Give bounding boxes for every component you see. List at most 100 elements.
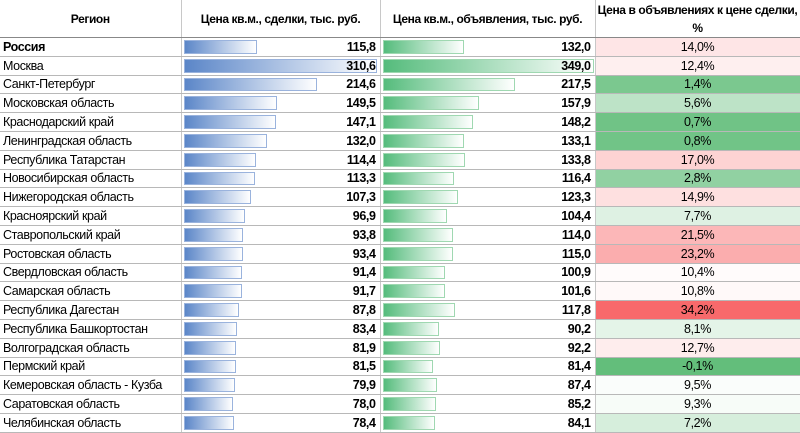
ad-price-cell[interactable]: 116,4 — [380, 169, 596, 189]
ratio-cell[interactable]: 10,4% — [595, 263, 800, 283]
region-cell[interactable]: Москва — [0, 56, 182, 76]
ratio-cell[interactable]: 8,1% — [595, 319, 800, 339]
region-cell[interactable]: Кемеровская область - Кузба — [0, 375, 182, 396]
deal-price-cell[interactable]: 78,4 — [181, 413, 381, 433]
deal-price-cell[interactable]: 81,5 — [181, 357, 381, 377]
ad-price-cell[interactable]: 100,9 — [380, 263, 596, 283]
ad-price-cell[interactable]: 217,5 — [380, 75, 596, 95]
ad-price-cell[interactable]: 84,1 — [380, 413, 596, 433]
ratio-cell[interactable]: 0,7% — [595, 112, 800, 132]
ad-price-cell[interactable]: 133,8 — [380, 150, 596, 170]
ratio-cell[interactable]: 9,5% — [595, 375, 800, 396]
ad-price-cell[interactable]: 157,9 — [380, 93, 596, 114]
deal-price-cell[interactable]: 149,5 — [181, 93, 381, 114]
ratio-cell[interactable]: 7,7% — [595, 206, 800, 226]
deal-price-cell[interactable]: 87,8 — [181, 300, 381, 320]
region-cell[interactable]: Саратовская область — [0, 394, 182, 414]
deal-price-cell[interactable]: 107,3 — [181, 187, 381, 208]
region-cell[interactable]: Волгоградская область — [0, 338, 182, 358]
region-cell[interactable]: Ростовская область — [0, 244, 182, 264]
region-cell[interactable]: Нижегородская область — [0, 187, 182, 208]
region-cell[interactable]: Россия — [0, 37, 182, 57]
ad-price-cell[interactable]: 349,0 — [380, 56, 596, 76]
ratio-cell[interactable]: 10,8% — [595, 281, 800, 302]
ratio-cell[interactable]: 23,2% — [595, 244, 800, 264]
region-cell[interactable]: Новосибирская область — [0, 169, 182, 189]
deal-price-cell[interactable]: 114,4 — [181, 150, 381, 170]
deal-price-value: 149,5 — [346, 96, 376, 111]
deal-price-cell[interactable]: 93,4 — [181, 244, 381, 264]
ad-price-data-bar — [382, 40, 464, 54]
region-cell[interactable]: Ставропольский край — [0, 225, 182, 245]
ad-price-cell[interactable]: 133,1 — [380, 131, 596, 151]
header-ad-price[interactable]: Цена кв.м., объявления, тыс. руб. — [380, 0, 596, 38]
deal-price-cell[interactable]: 96,9 — [181, 206, 381, 226]
ratio-cell[interactable]: 2,8% — [595, 169, 800, 189]
region-cell[interactable]: Республика Башкортостан — [0, 319, 182, 339]
deal-price-cell[interactable]: 91,7 — [181, 281, 381, 302]
ratio-cell[interactable]: -0,1% — [595, 357, 800, 377]
ratio-cell[interactable]: 12,7% — [595, 338, 800, 358]
ratio-cell[interactable]: 14,0% — [595, 37, 800, 57]
deal-price-cell[interactable]: 113,3 — [181, 169, 381, 189]
ad-price-cell[interactable]: 148,2 — [380, 112, 596, 132]
table-row: Саратовская область 78,0 85,2 9,3% — [0, 394, 800, 414]
ad-price-cell[interactable]: 114,0 — [380, 225, 596, 245]
ratio-cell[interactable]: 1,4% — [595, 75, 800, 95]
region-cell[interactable]: Челябинская область — [0, 413, 182, 433]
deal-price-cell[interactable]: 115,8 — [181, 37, 381, 57]
deal-price-cell[interactable]: 132,0 — [181, 131, 381, 151]
ad-price-cell[interactable]: 85,2 — [380, 394, 596, 414]
ratio-cell[interactable]: 17,0% — [595, 150, 800, 170]
deal-price-cell[interactable]: 310,6 — [181, 56, 381, 76]
deal-price-data-bar — [183, 340, 236, 355]
region-cell[interactable]: Самарская область — [0, 281, 182, 302]
deal-price-cell[interactable]: 79,9 — [181, 375, 381, 396]
header-region[interactable]: Регион — [0, 0, 182, 38]
ratio-cell[interactable]: 12,4% — [595, 56, 800, 76]
ratio-cell[interactable]: 7,2% — [595, 413, 800, 433]
deal-price-data-bar — [183, 246, 243, 261]
ad-price-value: 81,4 — [567, 359, 591, 374]
deal-price-data-bar — [183, 209, 246, 223]
deal-price-value: 113,3 — [346, 171, 376, 186]
ratio-cell[interactable]: 5,6% — [595, 93, 800, 114]
header-deal-price[interactable]: Цена кв.м., сделки, тыс. руб. — [181, 0, 381, 38]
ad-price-cell[interactable]: 81,4 — [380, 357, 596, 377]
ratio-cell[interactable]: 14,9% — [595, 187, 800, 208]
ratio-cell[interactable]: 9,3% — [595, 394, 800, 414]
ad-price-cell[interactable]: 87,4 — [380, 375, 596, 396]
ad-price-cell[interactable]: 104,4 — [380, 206, 596, 226]
deal-price-value: 96,9 — [352, 209, 376, 224]
header-ratio[interactable]: Цена в объявлениях к цене сделки, % — [595, 0, 800, 38]
deal-price-cell[interactable]: 81,9 — [181, 338, 381, 358]
region-cell[interactable]: Московская область — [0, 93, 182, 114]
ad-price-cell[interactable]: 115,0 — [380, 244, 596, 264]
ratio-cell[interactable]: 0,8% — [595, 131, 800, 151]
deal-price-cell[interactable]: 147,1 — [181, 112, 381, 132]
ad-price-cell[interactable]: 123,3 — [380, 187, 596, 208]
region-cell[interactable]: Свердловская область — [0, 263, 182, 283]
region-cell[interactable]: Республика Татарстан — [0, 150, 182, 170]
deal-price-cell[interactable]: 93,8 — [181, 225, 381, 245]
deal-price-cell[interactable]: 214,6 — [181, 75, 381, 95]
region-cell[interactable]: Краснодарский край — [0, 112, 182, 132]
region-cell[interactable]: Красноярский край — [0, 206, 182, 226]
region-cell[interactable]: Санкт-Петербург — [0, 75, 182, 95]
deal-price-cell[interactable]: 91,4 — [181, 263, 381, 283]
ad-price-data-bar — [382, 152, 465, 167]
region-cell[interactable]: Ленинградская область — [0, 131, 182, 151]
deal-price-value: 91,4 — [352, 265, 376, 280]
region-cell[interactable]: Республика Дагестан — [0, 300, 182, 320]
ad-price-cell[interactable]: 117,8 — [380, 300, 596, 320]
table-row: Волгоградская область 81,9 92,2 12,7% — [0, 338, 800, 358]
ad-price-cell[interactable]: 90,2 — [380, 319, 596, 339]
ad-price-cell[interactable]: 92,2 — [380, 338, 596, 358]
deal-price-cell[interactable]: 78,0 — [181, 394, 381, 414]
ad-price-cell[interactable]: 101,6 — [380, 281, 596, 302]
region-cell[interactable]: Пермский край — [0, 357, 182, 377]
ratio-cell[interactable]: 21,5% — [595, 225, 800, 245]
deal-price-cell[interactable]: 83,4 — [181, 319, 381, 339]
ad-price-cell[interactable]: 132,0 — [380, 37, 596, 57]
ratio-cell[interactable]: 34,2% — [595, 300, 800, 320]
